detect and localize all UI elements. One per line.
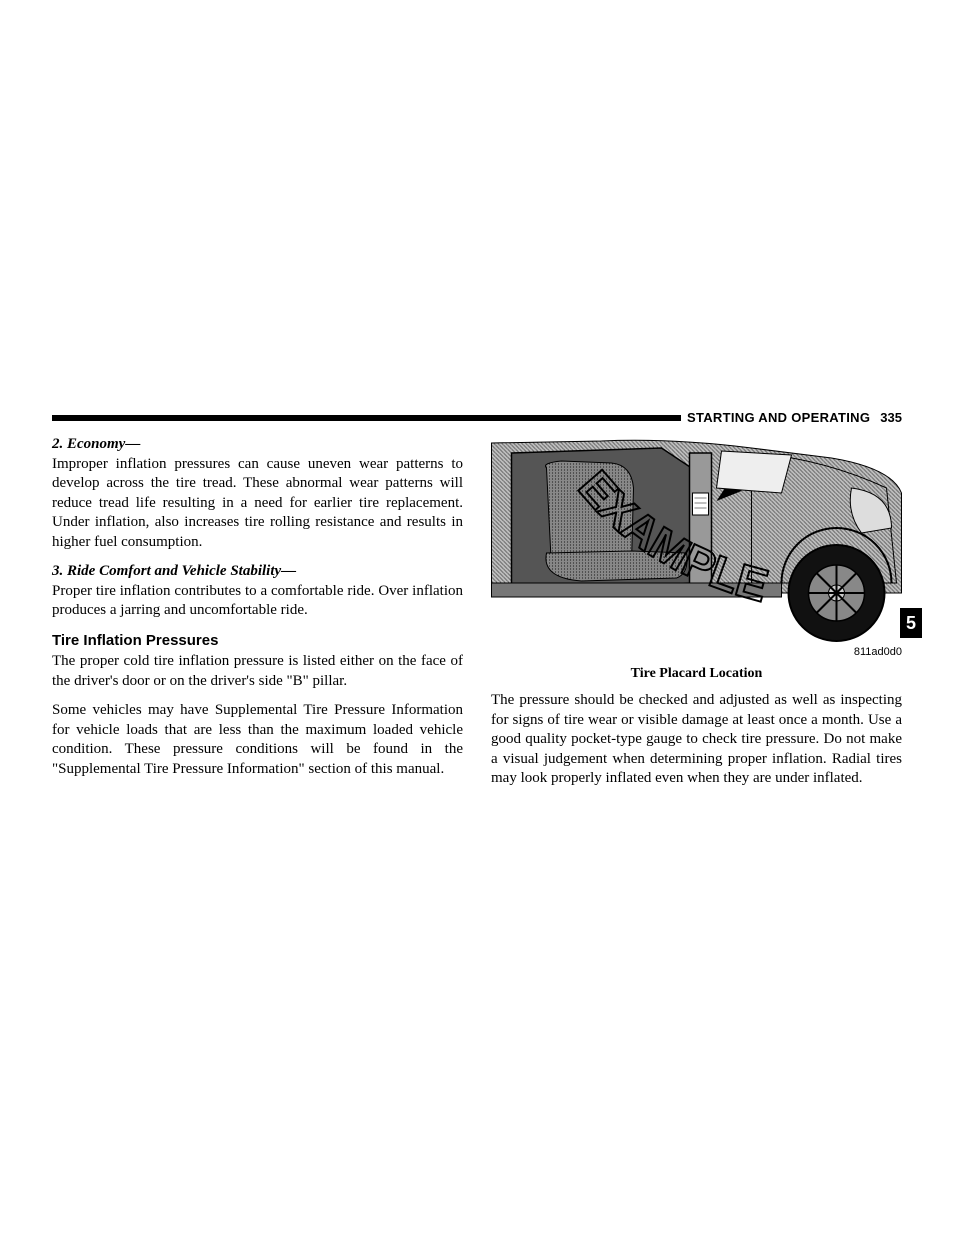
- economy-title: 2. Economy—: [52, 435, 463, 455]
- two-column-layout: 2. Economy— Improper inflation pressures…: [52, 433, 902, 789]
- right-body: The pressure should be checked and adjus…: [491, 691, 902, 789]
- ride-comfort-title: 3. Ride Comfort and Vehicle Stability—: [52, 562, 463, 582]
- page-content: STARTING AND OPERATING 335 2. Economy— I…: [0, 410, 954, 789]
- ride-comfort-body: Proper tire inflation contributes to a c…: [52, 582, 463, 621]
- header-page-number: 335: [870, 410, 902, 425]
- right-column: EXAMPLE 811ad0d0 Tire Placard Location T…: [491, 433, 902, 789]
- economy-body: Improper inflation pressures can cause u…: [52, 455, 463, 553]
- section-tab: 5: [900, 608, 922, 638]
- tip-para-2: Some vehicles may have Supplemental Tire…: [52, 701, 463, 779]
- tire-inflation-heading: Tire Inflation Pressures: [52, 631, 463, 651]
- tire-placard-figure: EXAMPLE: [491, 433, 902, 643]
- tip-para-1: The proper cold tire inflation pressure …: [52, 652, 463, 691]
- left-column: 2. Economy— Improper inflation pressures…: [52, 433, 463, 789]
- header-bar: STARTING AND OPERATING 335: [52, 410, 902, 425]
- vehicle-illustration: EXAMPLE: [491, 433, 902, 643]
- header-section: STARTING AND OPERATING: [681, 410, 870, 425]
- figure-id: 811ad0d0: [491, 645, 902, 659]
- header-rule: [52, 415, 681, 421]
- figure-caption: Tire Placard Location: [491, 665, 902, 683]
